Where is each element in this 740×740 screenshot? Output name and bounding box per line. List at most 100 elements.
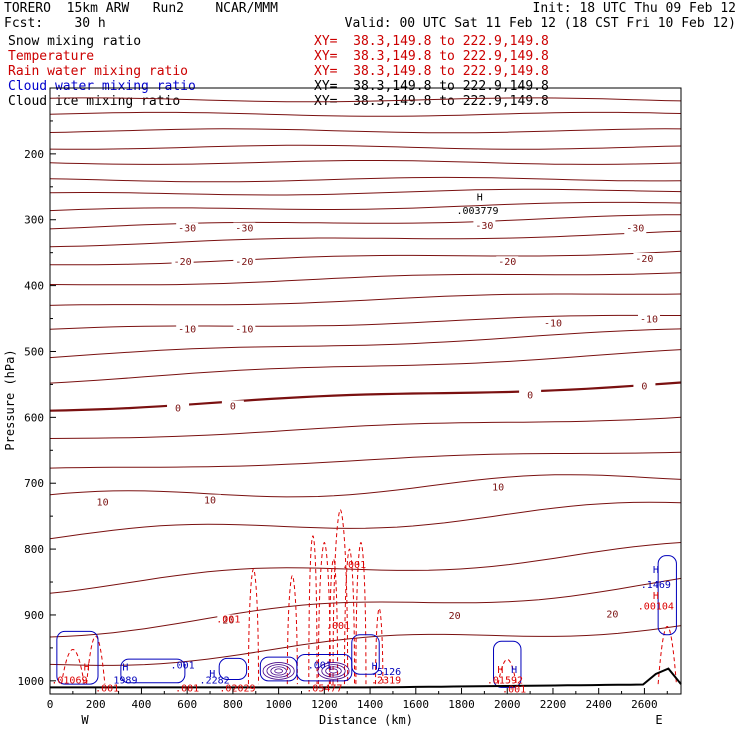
isotherm-label-1: -30	[235, 224, 253, 235]
point-label-17: .01592	[487, 676, 523, 687]
isotherm-label-6: -20	[498, 257, 516, 268]
y-tick-label-2: 400	[24, 280, 44, 293]
isotherm-12	[49, 272, 682, 286]
isotherm-label-7: -20	[635, 254, 653, 265]
terrain-line	[49, 667, 682, 689]
rain-bump-3	[657, 626, 677, 685]
isotherm-6	[49, 416, 682, 439]
x-tick-label-8: 1600	[403, 698, 430, 711]
hydrometeor-contours	[56, 509, 677, 688]
point-label-24: H	[653, 565, 659, 576]
x-tick-label-3: 600	[177, 698, 197, 711]
isotherm-label-bg-13	[221, 400, 244, 413]
point-label-23: .001	[502, 685, 526, 696]
isotherm-label-12: 0	[175, 403, 181, 414]
y-tick-label-0: 200	[24, 148, 44, 161]
point-label-21: .001	[95, 683, 119, 694]
cloud-ice-ring-1	[321, 664, 346, 678]
x-tick-label-1: 200	[86, 698, 106, 711]
isotherm-label-bg-5	[233, 256, 256, 269]
isotherm-label-bg-21	[601, 608, 624, 621]
y-tick-label-1: 300	[24, 214, 44, 227]
point-label-0: H	[477, 193, 483, 204]
east-label: E	[655, 713, 662, 727]
isotherm-label-bg-20	[443, 609, 466, 622]
isotherm-7	[49, 381, 682, 412]
cloud-ice-ring-0	[274, 668, 283, 674]
isotherm-label-11: -10	[640, 315, 658, 326]
isotherm-label-bg-6	[496, 256, 519, 269]
legend-snow-label: Snow mixing ratio	[8, 34, 142, 49]
cloud-ice-ring-1	[329, 668, 338, 674]
point-label-13: .5126	[371, 667, 401, 678]
axes: 0 200 400 600 800 1000 1200 1400 1600 1800 2000 220…	[18, 120, 668, 711]
point-label-2: H	[84, 662, 90, 673]
point-label-7: H	[209, 669, 215, 680]
isotherm-label-bg-9	[233, 323, 256, 336]
isotherm-label-16: 10	[97, 498, 109, 509]
isotherm-10	[49, 314, 681, 330]
point-label-19: .001	[326, 621, 350, 632]
isotherm-20	[49, 144, 682, 150]
temperature-isotherms	[49, 97, 682, 666]
x-tick-label-7: 1400	[357, 698, 384, 711]
rain-contour-0	[247, 568, 260, 685]
isotherm-4	[49, 474, 682, 498]
isotherm-label-4: -20	[174, 257, 192, 268]
isotherm-14	[49, 230, 682, 248]
isotherm-label-bg-4	[171, 256, 194, 269]
cloud-ice-ring-1	[325, 666, 342, 676]
header-line1-left: TORERO 15km ARW Run2 NCAR/MMM	[4, 1, 278, 16]
point-label-4: 1989	[113, 676, 137, 687]
isotherm-9	[49, 328, 682, 359]
point-label-1: .003779	[456, 206, 498, 217]
legend-temperature-label: Temperature	[8, 49, 95, 64]
isotherm-label-0: -30	[178, 224, 196, 235]
isotherm-label-14: 0	[527, 390, 533, 401]
rain-contour-4	[328, 558, 339, 685]
legend-cloud-water-xy: XY= 38.3,149.8 to 222.9,149.8	[314, 79, 549, 94]
x-tick-label-10: 2000	[494, 698, 521, 711]
x-tick-label-9: 1800	[448, 698, 475, 711]
rain-contour-5	[332, 509, 349, 685]
point-label-26: H	[653, 591, 659, 602]
cloud-ice-ring-0	[262, 662, 295, 680]
isotherm-23	[49, 97, 682, 103]
rain-bump-2	[497, 659, 517, 685]
x-tick-label-11: 2200	[540, 698, 567, 711]
rain-contour-2	[308, 535, 318, 685]
isotherm-21	[49, 128, 682, 134]
isotherm-17	[49, 188, 682, 196]
isotherm-label-8: -10	[178, 324, 196, 335]
cloud-water-contour-5	[351, 634, 380, 675]
y-tick-label-4: 600	[24, 411, 44, 424]
isotherm-label-13: 0	[230, 401, 236, 412]
header-line1-right: Init: 18 UTC Thu 09 Feb 12	[532, 1, 737, 16]
isotherm-label-bg-19	[217, 614, 240, 627]
isotherm-5	[49, 451, 682, 469]
isotherm-label-bg-16	[91, 496, 114, 509]
legend-snow-xy: XY= 38.3,149.8 to 222.9,149.8	[314, 34, 549, 49]
isotherm-13	[49, 250, 682, 266]
isotherm-label-15: 0	[641, 382, 647, 393]
rain-contour-3	[317, 541, 331, 685]
x-tick-label-6: 1200	[311, 698, 338, 711]
isotherm-label-bg-17	[199, 494, 222, 507]
y-tick-label-8: 1000	[18, 675, 45, 688]
rain-bump-1	[60, 649, 85, 685]
x-axis-title: Distance (km)	[319, 713, 413, 727]
isotherm-label-10: -10	[544, 318, 562, 329]
header-line2-right: Valid: 00 UTC Sat 11 Feb 12 (18 CST Fri …	[344, 16, 736, 31]
x-tick-label-13: 2600	[631, 698, 658, 711]
west-label: W	[81, 713, 89, 727]
isotherm-label-bg-15	[633, 380, 656, 393]
point-label-5: H	[122, 662, 128, 673]
x-tick-label-0: 0	[47, 698, 54, 711]
isotherm-label-bg-11	[637, 313, 660, 326]
y-tick-label-7: 900	[24, 609, 44, 622]
isotherm-label-bg-2	[473, 220, 496, 233]
y-tick-label-3: 500	[24, 345, 44, 358]
isotherm-22	[49, 111, 682, 117]
isotherm-label-18: 10	[492, 483, 504, 494]
y-tick-label-5: 700	[24, 477, 44, 490]
